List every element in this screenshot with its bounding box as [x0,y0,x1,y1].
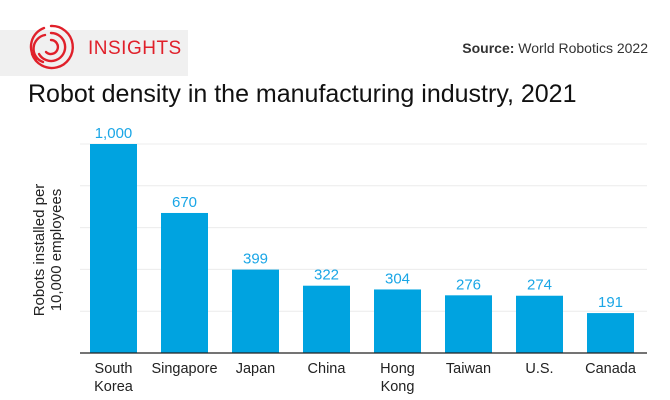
data-label: 399 [243,251,268,268]
chart-title: Robot density in the manufacturing indus… [28,80,577,108]
bar [232,269,279,353]
data-label: 1,000 [95,125,133,142]
x-tick-label: Taiwan [446,361,491,377]
data-label: 276 [456,276,481,293]
x-tick-label: Kong [381,379,415,395]
x-tick-label: Japan [236,361,276,377]
data-label: 670 [172,194,197,211]
bar [374,289,421,353]
data-label: 322 [314,267,339,284]
data-label: 304 [385,270,410,287]
bar [303,285,350,353]
x-tick-label: South [95,361,133,377]
data-label: 191 [598,294,623,311]
data-label: 274 [527,277,552,294]
y-axis-label-line: Robots installed per [31,184,48,317]
bar [90,144,137,353]
x-tick-label: Singapore [151,361,217,377]
x-tick-label: Korea [94,379,134,395]
x-tick-label: U.S. [525,361,553,377]
spiral-logo-icon [29,24,74,70]
y-axis-label-line: 10,000 employees [48,189,65,312]
source-text: World Robotics 2022 [518,40,648,56]
bar [587,313,634,353]
brand-name: INSIGHTS [88,38,182,59]
bar [445,295,492,353]
y-axis-label: Robots installed per10,000 employees [31,184,65,317]
bar [161,212,208,353]
bar [516,295,563,353]
x-tick-label: Canada [585,361,637,377]
source-label: Source: [462,40,515,56]
x-tick-label: China [308,361,347,377]
x-tick-label: Hong [380,361,415,377]
source-note: Source: World Robotics 2022 [462,40,648,56]
